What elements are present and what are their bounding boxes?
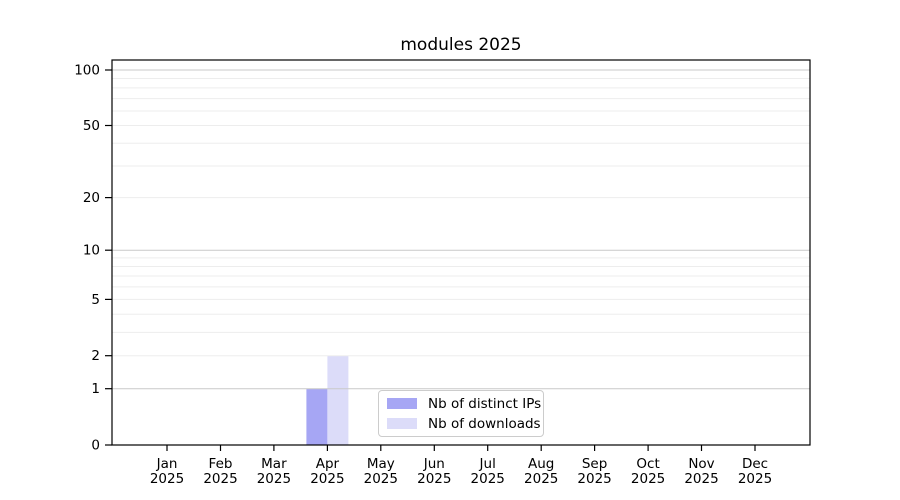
x-tick-label-year-jan: 2025: [150, 471, 184, 487]
x-tick-label-month-aug: Aug: [528, 456, 554, 472]
bar-apr-nb-of-downloads: [327, 355, 349, 445]
x-tick-label-month-dec: Dec: [742, 456, 768, 472]
x-tick-label-month-may: May: [367, 456, 395, 472]
x-tick-label-year-sep: 2025: [577, 471, 611, 487]
x-tick-label-month-jul: Jul: [479, 456, 496, 472]
x-tick-label-year-apr: 2025: [310, 471, 344, 487]
x-tick-label-year-jul: 2025: [471, 471, 505, 487]
y-tick-label-50: 50: [83, 118, 100, 134]
x-tick-label-month-nov: Nov: [688, 456, 714, 472]
bar-apr-nb-of-distinct-ips: [306, 388, 328, 445]
y-axis-ticks: 0 1 2 5 10 20 50 100: [74, 63, 112, 454]
gridlines-group: [112, 69, 810, 390]
x-tick-label-year-nov: 2025: [684, 471, 718, 487]
y-tick-label-100: 100: [74, 63, 100, 79]
y-tick-label-20: 20: [83, 190, 100, 206]
legend-label-distinct-ips: Nb of distinct IPs: [428, 395, 542, 412]
x-tick-label-year-oct: 2025: [631, 471, 665, 487]
y-tick-label-1: 1: [91, 381, 100, 397]
x-tick-label-month-feb: Feb: [209, 456, 233, 472]
legend-swatch-downloads: [387, 418, 417, 429]
x-tick-label-year-mar: 2025: [257, 471, 291, 487]
legend-label-downloads: Nb of downloads: [428, 415, 541, 432]
legend-item-distinct-ips: Nb of distinct IPs: [387, 396, 541, 412]
x-tick-label-month-sep: Sep: [582, 456, 607, 472]
y-tick-label-2: 2: [91, 348, 100, 364]
y-tick-label-5: 5: [91, 292, 100, 308]
x-tick-label-year-feb: 2025: [203, 471, 237, 487]
y-tick-label-0: 0: [91, 438, 100, 454]
legend-swatch-distinct-ips: [387, 398, 417, 409]
x-tick-label-month-jan: Jan: [156, 456, 178, 472]
y-tick-label-10: 10: [83, 243, 100, 259]
x-axis-ticks: Jan2025Feb2025Mar2025Apr2025May2025Jun20…: [150, 445, 772, 487]
bars-group: [306, 355, 349, 445]
axes-border: [111, 59, 811, 446]
x-tick-label-year-jun: 2025: [417, 471, 451, 487]
x-tick-label-month-mar: Mar: [261, 456, 287, 472]
x-tick-label-month-apr: Apr: [316, 456, 340, 472]
chart-title: modules 2025: [400, 35, 522, 55]
x-tick-label-month-oct: Oct: [636, 456, 659, 472]
chart-legend: Nb of distinct IPs Nb of downloads: [378, 390, 544, 437]
x-tick-label-year-may: 2025: [364, 471, 398, 487]
x-tick-label-month-jun: Jun: [423, 456, 445, 472]
legend-item-downloads: Nb of downloads: [387, 416, 541, 432]
x-tick-label-year-aug: 2025: [524, 471, 558, 487]
x-tick-label-year-dec: 2025: [738, 471, 772, 487]
